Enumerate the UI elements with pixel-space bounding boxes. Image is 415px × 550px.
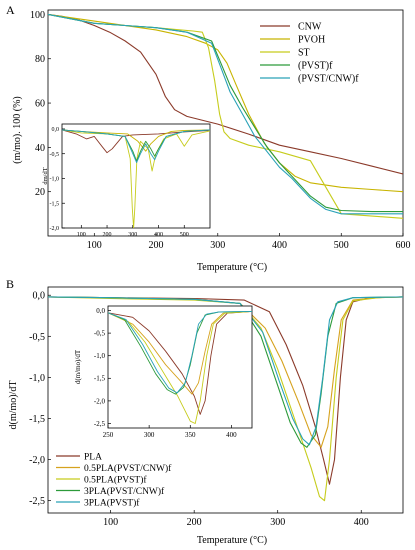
panel-a-inset-x-tick-label: 400 (154, 232, 163, 238)
panel-b-x-tick-label: 200 (187, 517, 202, 528)
panel-b-series-4 (48, 296, 403, 446)
panel-a-series-1 (48, 13, 403, 193)
panel-a-label: A (6, 3, 15, 17)
panel-a-inset-x-tick-label: 100 (77, 232, 86, 238)
panel-a-series-4 (48, 13, 403, 215)
panel-b-inset-y-tick-label: -1,5 (94, 375, 106, 383)
panel-a-y-tick-label: 60 (35, 99, 45, 110)
panel-a-inset-x-tick-label: 300 (128, 232, 137, 238)
legend-b-entry: 0.5PLA(PVST/CNW)f (84, 463, 172, 474)
panel-a-x-tick-label: 400 (272, 240, 287, 251)
legend-b-entry: 0.5PLA(PVST)f (84, 475, 147, 486)
legend-a-entry: PVOH (298, 35, 325, 46)
panel-b-chart: 100 200 300 4000,0-0,5-1,0-1,5-2,0-2,5PLA0.… (29, 286, 404, 528)
panel-a-chart: 100 200 300 400 500 60020406080100CNWPVOHST(P… (30, 9, 411, 251)
panel-a-x-axis-label: Temperature (°C) (197, 262, 267, 273)
panel-b-inset-x-tick-label: 250 (103, 431, 114, 439)
legend-a-entry: ST (298, 48, 310, 59)
panel-a-x-tick-label: 600 (396, 240, 411, 251)
panel-b-y-tick-label: -1,5 (29, 414, 45, 425)
panel-b-inset-y-tick-label: 0,0 (96, 307, 105, 315)
panel-a-inset-y-tick-label: 0,0 (52, 127, 60, 133)
legend-a-entry: (PVST/CNW)f (298, 74, 359, 85)
panel-b-inset-y-tick-label: -2,0 (94, 397, 106, 405)
panel-a-inset-y-tick-label: -1,0 (50, 177, 60, 183)
panel-b-inset-series-1 (108, 310, 252, 395)
legend-b-entry: 3PLA(PVST/CNW)f (84, 486, 165, 497)
panel-b-inset: 250 300 350 400 0,0 -0,5 -1,0 -1,5 -2,0 -2,5 d(m/m… (74, 305, 253, 439)
panel-a-y-tick-label: 80 (35, 54, 45, 65)
panel-b-y-tick-label: -2,0 (29, 455, 45, 466)
panel-b-x-tick-label: 300 (270, 517, 285, 528)
panel-b-x-tick-label: 400 (354, 517, 369, 528)
panel-a-x-tick-label: 500 (334, 240, 349, 251)
panel-b-inset-series-3 (108, 310, 252, 395)
panel-a-inset-y-tick-label: -2,0 (50, 226, 60, 232)
panel-a-y-tick-label: 20 (35, 187, 45, 198)
panel-a-inset-y-tick-label: -1,5 (50, 201, 60, 207)
panel-a-inset-y-label: dm/dT (42, 167, 49, 184)
panel-a-inset-y-tick-label: -0,5 (50, 152, 60, 158)
panel-b-inset-x-tick-label: 300 (144, 431, 155, 439)
panel-b-inset-x-tick-label: 350 (185, 431, 196, 439)
panel-b-inset-x-tick-label: 400 (226, 431, 237, 439)
panel-b-y-tick-label: -0,5 (29, 332, 45, 343)
panel-b-y-tick-label: 0,0 (33, 291, 46, 302)
panel-a-x-tick-label: 200 (149, 240, 164, 251)
panel-a-y-tick-label: 100 (30, 10, 45, 21)
panel-a-y-tick-label: 40 (35, 143, 45, 154)
panel-a-series-0 (48, 13, 403, 175)
panel-b-inset-y-tick-label: -2,5 (94, 420, 106, 428)
panel-b-inset-series-2 (108, 310, 252, 424)
panel-b-y-tick-label: -2,5 (29, 496, 45, 507)
panel-b-inset-y-label: d(m/mo)/dT (74, 349, 82, 384)
panel-b-y-axis-label: d(m/mo)/dT (8, 381, 19, 430)
panel-b-y-tick-label: -1,0 (29, 373, 45, 384)
legend-a-entry: CNW (298, 22, 322, 33)
panel-b-x-axis-label: Temperature (°C) (197, 535, 267, 546)
panel-a-y-axis-label: (m/mo). 100 (%) (12, 96, 23, 164)
panel-a-inset-x-tick-label: 200 (103, 232, 112, 238)
panel-a-inset-x-tick-label: 500 (180, 232, 189, 238)
panel-a-inset: 100 200 300 400 500 0,0 -0,5 -1,0 -1,5 -2,0 dm/dT (42, 123, 211, 238)
panel-b-inset-y-tick-label: -0,5 (94, 330, 106, 338)
panel-a-x-tick-label: 100 (87, 240, 102, 251)
legend-b-entry: PLA (84, 453, 102, 463)
panel-b-inset-y-tick-label: -1,0 (94, 352, 106, 360)
panel-b-inset-series-4 (108, 310, 252, 394)
panel-b-inset-series-0 (108, 310, 252, 415)
panel-a-inset-series-0 (62, 129, 210, 154)
legend-b-entry: 3PLA(PVST)f (84, 498, 140, 509)
panel-a-x-tick-label: 300 (210, 240, 225, 251)
panel-b-series-0 (48, 296, 403, 485)
panel-b-x-tick-label: 100 (103, 517, 118, 528)
panel-a-inset-series-4 (62, 129, 210, 164)
panel-a-inset-series-1 (62, 129, 210, 152)
panel-b-label: B (6, 277, 14, 291)
legend-a-entry: (PVST)f (298, 61, 333, 72)
